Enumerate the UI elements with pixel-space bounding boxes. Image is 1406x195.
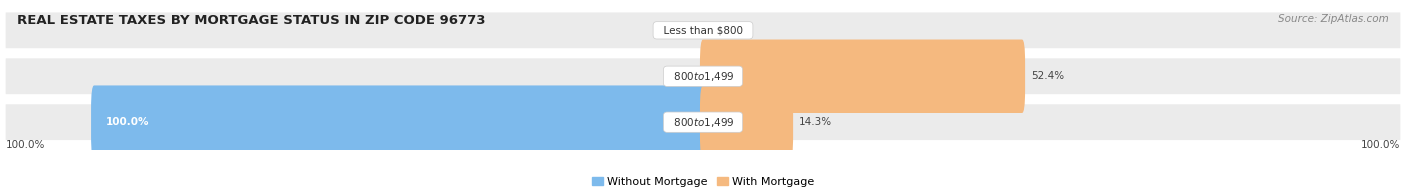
FancyBboxPatch shape xyxy=(700,85,793,159)
FancyBboxPatch shape xyxy=(6,58,1400,94)
Text: 100.0%: 100.0% xyxy=(6,140,45,150)
Text: $800 to $1,499: $800 to $1,499 xyxy=(666,116,740,129)
Text: 0.0%: 0.0% xyxy=(665,71,690,81)
Text: REAL ESTATE TAXES BY MORTGAGE STATUS IN ZIP CODE 96773: REAL ESTATE TAXES BY MORTGAGE STATUS IN … xyxy=(17,14,485,27)
Text: Less than $800: Less than $800 xyxy=(657,25,749,35)
Text: Source: ZipAtlas.com: Source: ZipAtlas.com xyxy=(1278,14,1389,24)
Text: $800 to $1,499: $800 to $1,499 xyxy=(666,70,740,83)
Text: 0.0%: 0.0% xyxy=(716,25,741,35)
Text: 52.4%: 52.4% xyxy=(1031,71,1064,81)
FancyBboxPatch shape xyxy=(91,85,706,159)
FancyBboxPatch shape xyxy=(6,104,1400,140)
FancyBboxPatch shape xyxy=(700,40,1025,113)
Text: 14.3%: 14.3% xyxy=(799,117,832,127)
Text: 100.0%: 100.0% xyxy=(1361,140,1400,150)
Text: 100.0%: 100.0% xyxy=(107,117,150,127)
Legend: Without Mortgage, With Mortgage: Without Mortgage, With Mortgage xyxy=(588,172,818,191)
FancyBboxPatch shape xyxy=(6,12,1400,48)
Text: 0.0%: 0.0% xyxy=(665,25,690,35)
